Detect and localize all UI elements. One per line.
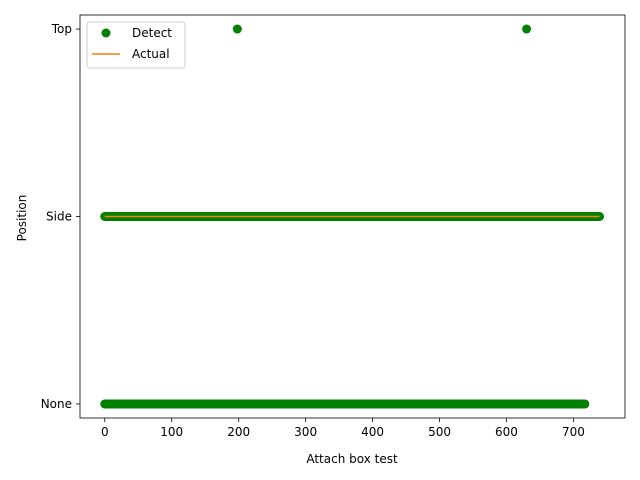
legend-label: Detect <box>132 26 172 40</box>
series-layer <box>100 24 605 409</box>
data-point <box>580 399 590 409</box>
legend-item-detect: Detect <box>101 26 172 40</box>
x-tick-label: 400 <box>361 425 384 439</box>
legend: Detect Actual <box>86 21 186 69</box>
x-axis-ticks: 0 100 200 300 400 500 600 700 <box>101 418 585 439</box>
legend-item-actual: Actual <box>92 47 170 61</box>
legend-marker <box>101 28 111 38</box>
y-tick-label: Top <box>51 22 72 36</box>
x-tick-label: 0 <box>101 425 109 439</box>
y-axis-label: Position <box>15 195 29 242</box>
data-point <box>232 24 242 34</box>
legend-box <box>86 21 186 69</box>
y-tick-label: None <box>41 397 72 411</box>
x-tick-label: 600 <box>495 425 518 439</box>
x-tick-label: 100 <box>160 425 183 439</box>
x-axis-label: Attach box test <box>306 452 398 466</box>
data-point <box>522 24 532 34</box>
y-axis-ticks: None Side Top <box>41 22 80 411</box>
x-tick-label: 500 <box>428 425 451 439</box>
y-tick-label: Side <box>46 210 72 224</box>
x-tick-label: 300 <box>294 425 317 439</box>
legend-label: Actual <box>132 47 170 61</box>
x-tick-label: 200 <box>227 425 250 439</box>
x-tick-label: 700 <box>562 425 585 439</box>
